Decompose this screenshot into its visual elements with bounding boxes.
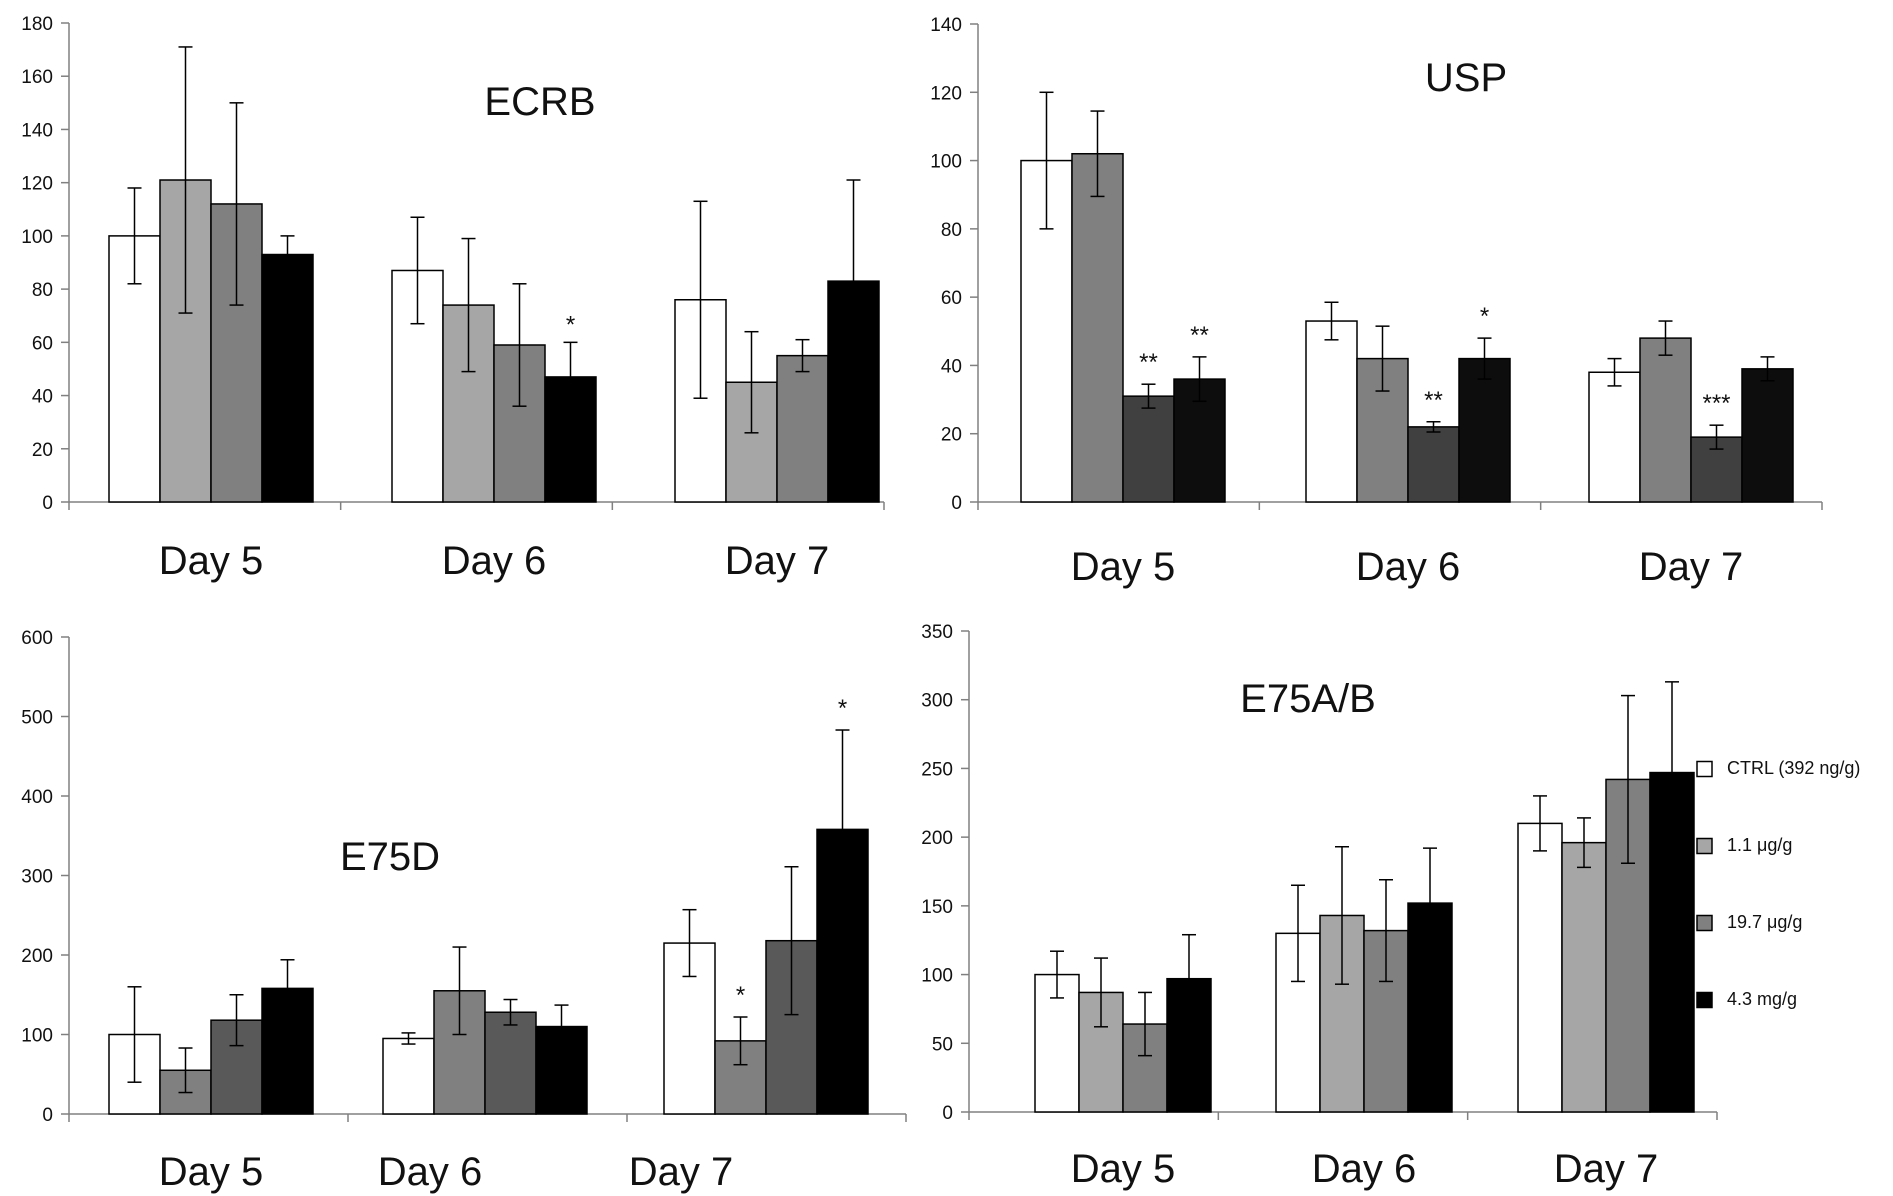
- legend-swatch: [1696, 914, 1713, 932]
- category-label: Day 6: [378, 1150, 483, 1194]
- chart-title: E75D: [340, 835, 440, 879]
- y-tick-label: 140: [21, 120, 53, 141]
- y-tick-label: 100: [930, 152, 962, 173]
- chart-title: E75A/B: [1240, 677, 1376, 721]
- significance-marker: **: [1190, 322, 1209, 349]
- bar: [1407, 426, 1460, 503]
- y-tick-label: 100: [921, 966, 953, 987]
- y-tick-label: 300: [21, 867, 53, 888]
- y-tick-label: 60: [941, 288, 962, 309]
- y-tick-label: 250: [921, 759, 953, 780]
- significance-marker: *: [736, 982, 745, 1009]
- y-tick-label: 0: [42, 1105, 53, 1126]
- legend-label: 19.7 μg/g: [1727, 912, 1802, 932]
- category-label: Day 5: [1071, 545, 1176, 589]
- legend-label: CTRL (392 ng/g): [1727, 758, 1860, 778]
- y-tick-label: 20: [941, 425, 962, 446]
- bar: [1561, 841, 1607, 1113]
- chart-0: 0 20 40 60 80 100 120 140 160 180 * Day 5 Day 6 Day 7…: [21, 14, 885, 583]
- y-tick-label: 180: [21, 14, 53, 35]
- bar: [484, 1011, 537, 1115]
- significance-marker: *: [1480, 303, 1489, 330]
- y-tick-label: 50: [932, 1034, 953, 1055]
- y-tick-label: 100: [21, 1026, 53, 1047]
- y-tick-label: 0: [942, 1103, 953, 1124]
- chart-title: USP: [1425, 56, 1507, 100]
- y-tick-label: 120: [21, 174, 53, 195]
- legend: CTRL (392 ng/g) 1.1 μg/g 19.7 μg/g 4.3 mg/g: [1696, 758, 1860, 1009]
- legend-label: 4.3 mg/g: [1727, 989, 1797, 1009]
- y-tick-label: 150: [921, 897, 953, 918]
- y-tick-label: 140: [930, 15, 962, 36]
- y-tick-label: 600: [21, 628, 53, 649]
- y-tick-label: 0: [42, 493, 53, 514]
- category-label: Day 7: [629, 1150, 734, 1194]
- bar: [1166, 977, 1212, 1113]
- y-tick-label: 400: [21, 787, 53, 808]
- bar: [1639, 337, 1692, 503]
- significance-marker: **: [1139, 349, 1158, 376]
- chart-3: 0 50 100 150 200 250 300 350 Day 5 Day 6 Day 7 E75A…: [921, 622, 1860, 1191]
- y-tick-label: 160: [21, 67, 53, 88]
- significance-marker: **: [1424, 387, 1443, 414]
- category-label: Day 6: [1312, 1147, 1417, 1191]
- chart-title: ECRB: [484, 80, 595, 124]
- y-tick-label: 350: [921, 622, 953, 643]
- significance-marker: *: [566, 311, 575, 338]
- category-label: Day 5: [159, 539, 264, 583]
- category-label: Day 6: [442, 539, 547, 583]
- bar: [1071, 152, 1124, 503]
- significance-marker: *: [838, 695, 847, 722]
- y-tick-label: 200: [921, 828, 953, 849]
- bar: [1458, 357, 1511, 503]
- legend-swatch: [1696, 991, 1713, 1009]
- legend-label: 1.1 μg/g: [1727, 835, 1792, 855]
- y-tick-label: 40: [941, 356, 962, 377]
- chart-2: 0 100 200 300 400 500 600 * * Day 5 Day 6 Day 7 E75D: [21, 628, 907, 1194]
- category-label: Day 7: [1554, 1147, 1659, 1191]
- y-tick-label: 200: [21, 946, 53, 967]
- y-tick-label: 0: [951, 493, 962, 514]
- y-tick-label: 60: [32, 333, 53, 354]
- bar: [1305, 320, 1358, 503]
- y-tick-label: 120: [930, 83, 962, 104]
- bar: [776, 354, 829, 503]
- category-label: Day 6: [1356, 545, 1461, 589]
- significance-marker: ***: [1702, 390, 1730, 417]
- category-label: Day 5: [1071, 1147, 1176, 1191]
- y-tick-label: 300: [921, 691, 953, 712]
- bar: [1122, 395, 1175, 503]
- bar: [1741, 368, 1794, 503]
- bar: [261, 253, 314, 503]
- y-tick-label: 20: [32, 440, 53, 461]
- y-tick-label: 500: [21, 708, 53, 729]
- y-tick-label: 100: [21, 227, 53, 248]
- category-label: Day 7: [1639, 545, 1744, 589]
- bar: [382, 1037, 435, 1115]
- y-tick-label: 80: [941, 220, 962, 241]
- bar: [1517, 822, 1563, 1113]
- legend-swatch: [1696, 837, 1713, 855]
- y-tick-label: 80: [32, 280, 53, 301]
- bar: [108, 235, 161, 503]
- category-label: Day 7: [725, 539, 830, 583]
- legend-swatch: [1696, 760, 1713, 778]
- y-tick-label: 40: [32, 387, 53, 408]
- category-label: Day 5: [159, 1150, 264, 1194]
- bar: [1588, 371, 1641, 503]
